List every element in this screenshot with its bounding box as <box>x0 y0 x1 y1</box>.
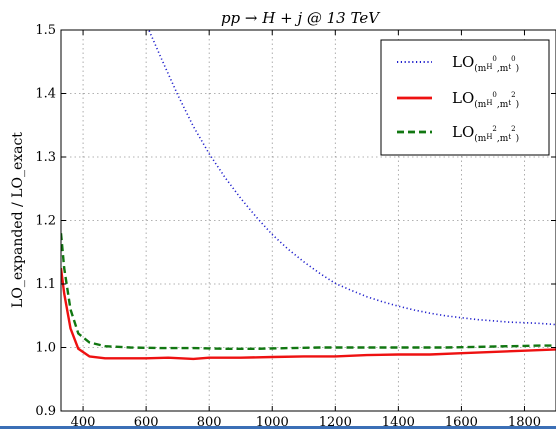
y-tick-label: 0.9 <box>35 404 56 419</box>
legend: LO(mH0,mt0) LO(mH0,mt2) LO(mH2,mt2) <box>380 39 550 156</box>
x-tick-label: 1000 <box>256 415 289 426</box>
legend-label-2: LO(mH0,mt2) <box>452 89 519 110</box>
x-tick-label: 1400 <box>382 415 415 426</box>
y-tick-label: 1.0 <box>35 341 56 356</box>
y-axis-label: LO_expanded / LO_exact <box>10 132 26 308</box>
x-tick-label: 600 <box>134 415 159 426</box>
plot-area <box>61 30 556 361</box>
chart-title: pp → H + j @ 13 TeV <box>221 9 381 27</box>
legend-label-3: LO(mH2,mt2) <box>452 123 519 144</box>
legend-label-1: LO(mH0,mt0) <box>452 53 519 74</box>
series-line-2 <box>61 267 556 361</box>
y-tick-label: 1.3 <box>35 150 56 165</box>
ticks: 400 600 800 1000 1200 1400 1600 1800 0.9 1.0 1.1 1.… <box>35 23 556 426</box>
y-tick-label: 1.5 <box>35 23 56 38</box>
y-tick-label: 1.4 <box>35 87 56 102</box>
x-tick-label: 1800 <box>508 415 541 426</box>
x-tick-label: 800 <box>197 415 222 426</box>
x-tick-label: 1200 <box>319 415 352 426</box>
y-tick-label: 1.1 <box>35 277 56 292</box>
x-tick-label: 400 <box>71 415 96 426</box>
bottom-edge-strip <box>0 426 556 429</box>
y-tick-label: 1.2 <box>35 214 56 229</box>
x-tick-label: 1600 <box>445 415 478 426</box>
